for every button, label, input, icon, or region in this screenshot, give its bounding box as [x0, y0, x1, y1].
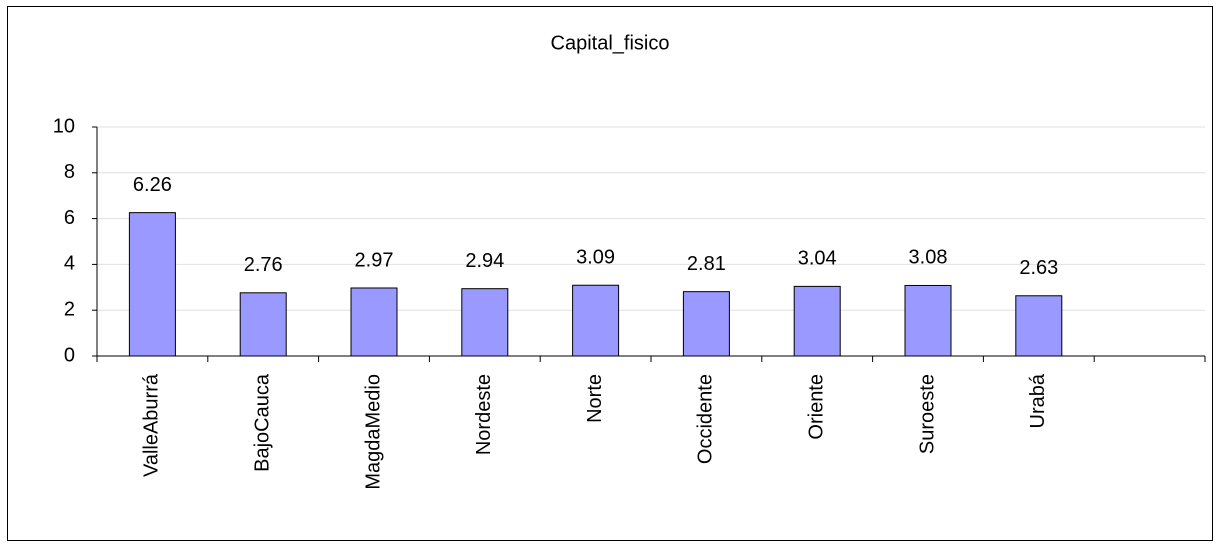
y-tick-label: 2: [64, 298, 75, 320]
y-tick-label: 0: [64, 344, 75, 366]
bar: [239, 292, 287, 357]
x-tick-label: Urabá: [1027, 373, 1049, 428]
bar: [572, 284, 620, 357]
chart-border: [7, 6, 1213, 541]
data-label: 2.94: [465, 250, 504, 272]
y-tick-label: 4: [64, 253, 75, 275]
data-label: 2.76: [244, 254, 283, 276]
bar: [1015, 295, 1063, 357]
bar: [682, 291, 730, 357]
data-label: 3.08: [909, 247, 948, 269]
data-label: 2.97: [355, 249, 394, 271]
chart-title: Capital_fisico: [551, 32, 670, 54]
y-tick-label: 10: [53, 115, 75, 137]
x-tick-label: Occidente: [695, 374, 717, 464]
bar: [128, 212, 176, 357]
data-label: 2.63: [1019, 257, 1058, 279]
y-tick-label: 6: [64, 207, 75, 229]
y-tick-label: 8: [64, 161, 75, 183]
data-label: 3.04: [798, 248, 837, 270]
bar: [350, 287, 398, 357]
x-tick-label: Oriente: [805, 374, 827, 440]
x-tick-label: Nordeste: [473, 374, 495, 455]
x-tick-label: BajoCauca: [251, 373, 273, 472]
data-label: 2.81: [687, 253, 726, 275]
data-label: 3.09: [576, 247, 615, 269]
bar: [461, 288, 509, 357]
x-tick-label: Suroeste: [916, 374, 938, 454]
bar: [793, 285, 841, 357]
data-label: 6.26: [133, 174, 172, 196]
x-tick-label: Norte: [584, 374, 606, 423]
x-tick-label: ValleAburrá: [141, 373, 163, 477]
x-tick-label: MagdaMedio: [362, 374, 384, 490]
bar: [904, 284, 952, 357]
